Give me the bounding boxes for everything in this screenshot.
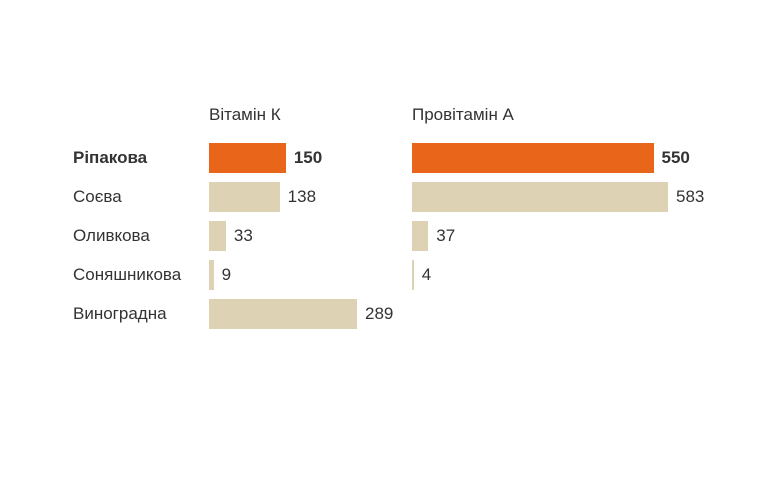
value-a: 550: [662, 148, 690, 168]
table-row: Ріпакова 150 550: [73, 143, 706, 173]
row-label: Оливкова: [73, 226, 209, 246]
bar-group-a: 550: [412, 143, 706, 173]
bar-group-k: 150: [209, 143, 412, 173]
bar-a: [412, 221, 428, 251]
value-k: 9: [222, 265, 231, 285]
bar-group-a: 4: [412, 260, 706, 290]
header-provitamin-a: Провітамін А: [412, 105, 706, 125]
bar-group-k: 9: [209, 260, 412, 290]
bar-k: [209, 182, 280, 212]
value-k: 150: [294, 148, 322, 168]
table-row: Оливкова 33 37: [73, 221, 706, 251]
value-a: 37: [436, 226, 455, 246]
bar-k: [209, 299, 357, 329]
table-row: Виноградна 289: [73, 299, 706, 329]
value-k: 33: [234, 226, 253, 246]
vitamin-chart: Вітамін К Провітамін А Ріпакова 150 550 Соє…: [73, 105, 706, 338]
bar-group-k: 289: [209, 299, 412, 329]
bar-a: [412, 182, 668, 212]
row-label: Виноградна: [73, 304, 209, 324]
bar-a: [412, 260, 414, 290]
row-label: Соєва: [73, 187, 209, 207]
header-spacer: [73, 105, 209, 125]
bar-k: [209, 260, 214, 290]
value-k: 289: [365, 304, 393, 324]
header-vitamin-k: Вітамін К: [209, 105, 412, 125]
chart-rows: Ріпакова 150 550 Соєва 138 583 Оливкова 33 37 Сон…: [73, 143, 706, 329]
bar-k: [209, 143, 286, 173]
value-a: 4: [422, 265, 431, 285]
bar-group-a: [412, 299, 706, 329]
chart-header-row: Вітамін К Провітамін А: [73, 105, 706, 125]
bar-group-a: 37: [412, 221, 706, 251]
value-k: 138: [288, 187, 316, 207]
bar-a: [412, 143, 654, 173]
bar-group-k: 138: [209, 182, 412, 212]
value-a: 583: [676, 187, 704, 207]
table-row: Соняшникова 9 4: [73, 260, 706, 290]
bar-group-k: 33: [209, 221, 412, 251]
bar-k: [209, 221, 226, 251]
table-row: Соєва 138 583: [73, 182, 706, 212]
row-label: Соняшникова: [73, 265, 209, 285]
row-label: Ріпакова: [73, 148, 209, 168]
bar-group-a: 583: [412, 182, 706, 212]
